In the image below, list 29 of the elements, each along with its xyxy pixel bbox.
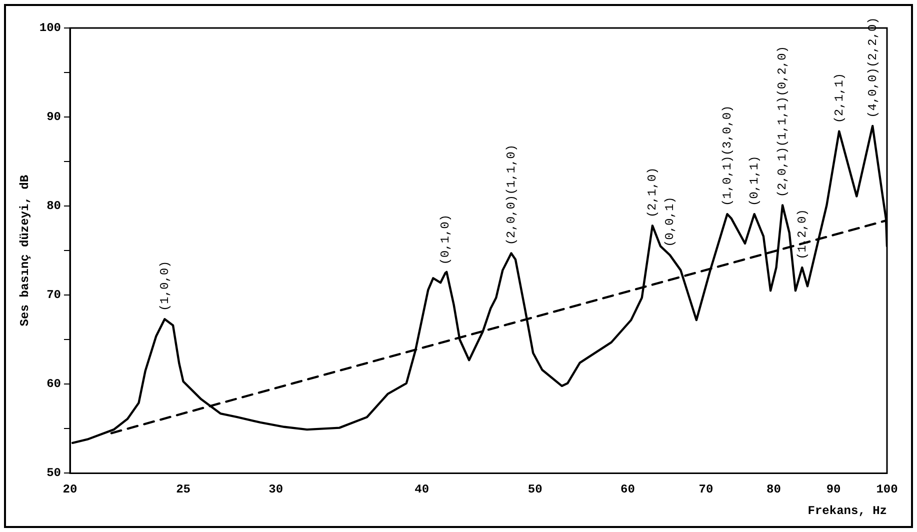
annotation: (1,0,0) bbox=[158, 260, 172, 312]
annotation: (0,1,1) bbox=[747, 156, 762, 206]
x-tick-label: 40 bbox=[414, 482, 430, 496]
x-tick-label: 100 bbox=[876, 482, 898, 496]
annotation: (4,0,0)(2,2,0) bbox=[866, 17, 880, 118]
x-tick-label: 30 bbox=[268, 482, 284, 496]
x-tick-label: 70 bbox=[698, 482, 714, 496]
annotation: (2,1,0) bbox=[646, 167, 660, 218]
y-tick-label: 90 bbox=[46, 110, 62, 124]
x-tick-label: 90 bbox=[826, 482, 841, 496]
y-axis-title: Ses basınç düzeyi, dB bbox=[18, 174, 32, 326]
x-axis-title: Frekans, Hz bbox=[808, 504, 887, 518]
annotation: (2,0,1)(1,1,1)(0,2,0) bbox=[776, 46, 790, 198]
annotation: (1,0,1)(3,0,0) bbox=[720, 105, 734, 206]
y-tick-label: 60 bbox=[46, 377, 62, 392]
annotation: (2,1,1) bbox=[832, 72, 846, 124]
annotation: (0,1,0) bbox=[438, 214, 453, 265]
x-tick-label: 25 bbox=[176, 482, 190, 496]
annotation: (0,0,1) bbox=[663, 196, 678, 248]
x-tick-label: 20 bbox=[62, 482, 78, 496]
y-tick-label: 100 bbox=[39, 21, 62, 36]
y-tick-label: 80 bbox=[46, 199, 62, 214]
x-tick-label: 80 bbox=[766, 482, 781, 496]
x-tick-label: 50 bbox=[528, 482, 542, 496]
x-tick-label: 60 bbox=[620, 482, 635, 496]
y-tick-label: 70 bbox=[46, 288, 62, 302]
y-tick-label: 50 bbox=[46, 466, 62, 480]
annotation: (1,2,0) bbox=[795, 209, 810, 260]
annotation: (2,0,0)(1,1,0) bbox=[504, 144, 518, 246]
